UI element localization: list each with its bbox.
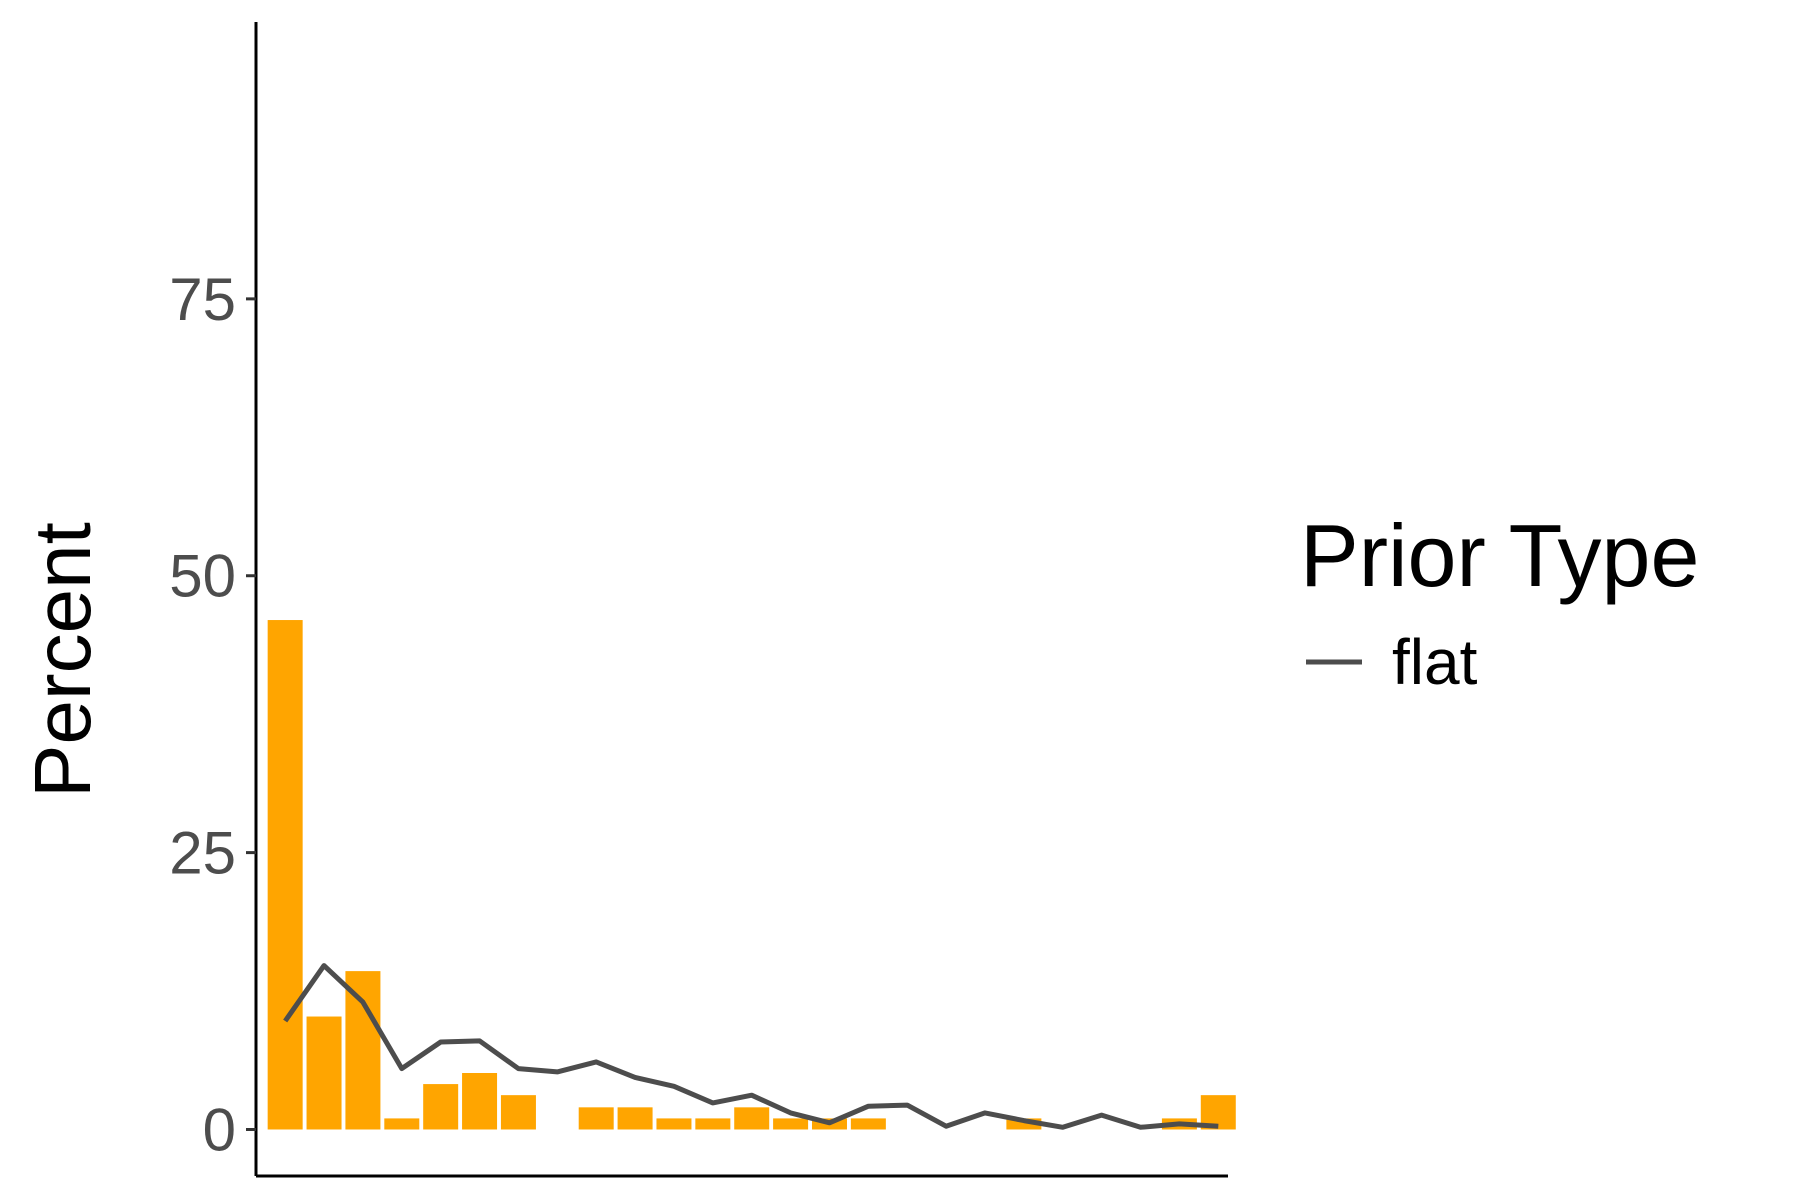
y-tick-label: 0	[203, 1096, 236, 1163]
bar	[1006, 1118, 1042, 1130]
bar	[773, 1118, 809, 1130]
y-ticks: 0 25 50 75	[169, 266, 256, 1163]
bar	[850, 1118, 886, 1130]
y-tick-label: 75	[169, 266, 236, 333]
bar	[267, 620, 303, 1130]
bars-layer	[267, 620, 1236, 1130]
legend-entries: flat	[1306, 626, 1478, 698]
bar	[617, 1107, 653, 1130]
bar	[306, 1016, 342, 1130]
bar	[384, 1118, 420, 1130]
bar	[500, 1095, 536, 1130]
y-tick-label: 50	[169, 543, 236, 610]
bar	[345, 971, 381, 1130]
bar	[695, 1118, 731, 1130]
legend: Prior Type flat	[1300, 506, 1699, 698]
bar	[734, 1107, 770, 1130]
legend-title: Prior Type	[1300, 506, 1699, 605]
series-line-flat	[283, 963, 1219, 1130]
bar	[462, 1073, 498, 1130]
y-tick-label: 25	[169, 820, 236, 887]
axes-layer	[254, 22, 1228, 1178]
bar	[656, 1118, 692, 1130]
bar	[578, 1107, 614, 1130]
lines-layer	[283, 963, 1219, 1130]
y-axis-title: Percent	[18, 522, 107, 798]
legend-label-flat: flat	[1392, 626, 1478, 698]
bar	[423, 1084, 459, 1130]
